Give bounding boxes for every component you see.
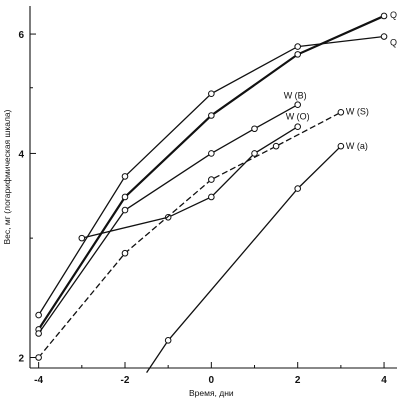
series-point-5 (164, 337, 172, 344)
series-point-1 (35, 311, 42, 319)
series-point-0 (294, 51, 301, 58)
series-group (35, 12, 388, 373)
series-point-4 (121, 249, 129, 257)
series-point-4 (272, 142, 280, 150)
x-tick-label: 0 (209, 375, 215, 386)
series-label-2: W (B) (284, 91, 307, 101)
series-line-3 (81, 126, 299, 239)
series-point-3 (78, 234, 86, 242)
series-point-2 (251, 125, 258, 133)
series-point-2 (121, 206, 129, 214)
series-point-1 (294, 43, 301, 50)
series-point-1 (380, 33, 388, 40)
series-point-2 (35, 330, 42, 337)
series-point-4 (208, 176, 215, 183)
x-axis-label: Время, дни (189, 388, 234, 398)
series-point-3 (251, 150, 258, 157)
series-line-4 (38, 111, 342, 358)
series-line-0 (37, 14, 385, 331)
series-point-0 (208, 112, 215, 119)
x-tick-label: 2 (295, 375, 301, 386)
series-labels: Q Q W (B) W (O) W (S) W (a) (284, 10, 397, 151)
series-point-2 (294, 101, 301, 109)
series-point-0 (121, 193, 129, 201)
series-point-1 (208, 90, 215, 97)
series-point-1 (121, 173, 129, 180)
series-line-1 (38, 35, 385, 316)
series-point-4 (35, 354, 42, 361)
y-tick-label: 4 (18, 149, 24, 160)
series-point-5 (337, 142, 345, 150)
series-label-3: W (O) (286, 112, 310, 122)
series-point-0 (380, 12, 388, 20)
y-tick-label: 2 (18, 354, 24, 365)
series-label-1: Q (390, 38, 397, 48)
series-point-5 (294, 185, 301, 192)
series-point-2 (208, 150, 215, 157)
series-label-0: Q (390, 10, 397, 20)
series-point-3 (294, 123, 301, 131)
x-tick-label: 4 (381, 375, 387, 386)
axes: -4 -2 0 2 4 2 4 6 Время, дни Вес, мг (логарифмиче… (2, 6, 397, 398)
series-line-5 (146, 145, 342, 373)
y-tick-label: 6 (18, 30, 24, 41)
series-point-3 (208, 193, 215, 201)
y-axis-label: Вес, мг (логарифмическая шкала) (2, 109, 12, 244)
x-tick-label: -2 (121, 375, 130, 386)
series-label-4: W (S) (346, 106, 369, 116)
x-tick-label: -4 (34, 375, 43, 386)
series-label-5: W (a) (346, 141, 368, 151)
series-point-4 (337, 108, 345, 116)
